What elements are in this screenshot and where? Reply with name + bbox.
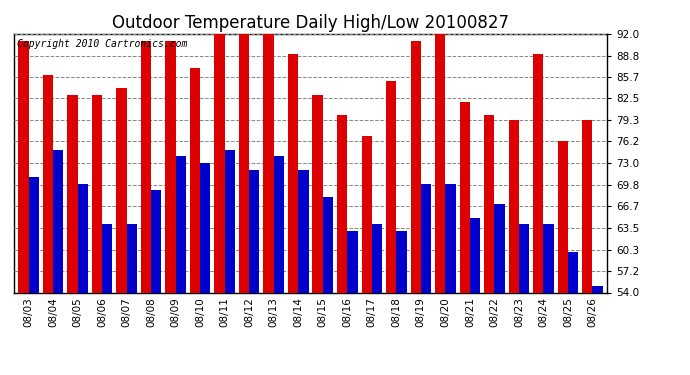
Bar (53, 150, 63, 292)
Bar (67, 95, 77, 292)
Bar (323, 197, 333, 292)
Bar (126, 224, 137, 292)
Bar (435, 27, 445, 292)
Bar (190, 68, 200, 292)
Bar (372, 224, 382, 292)
Bar (77, 183, 88, 292)
Bar (347, 231, 357, 292)
Bar (362, 136, 372, 292)
Text: Copyright 2010 Cartronics.com: Copyright 2010 Cartronics.com (17, 39, 187, 49)
Bar (386, 81, 396, 292)
Bar (176, 156, 186, 292)
Bar (117, 88, 126, 292)
Bar (18, 40, 28, 292)
Bar (519, 224, 529, 292)
Bar (102, 224, 112, 292)
Bar (533, 54, 544, 292)
Bar (484, 116, 495, 292)
Bar (92, 95, 102, 292)
Bar (544, 224, 554, 292)
Bar (141, 40, 151, 292)
Bar (421, 183, 431, 292)
Bar (313, 95, 323, 292)
Bar (460, 102, 470, 292)
Bar (495, 204, 504, 292)
Bar (225, 150, 235, 292)
Bar (558, 141, 568, 292)
Bar (582, 120, 593, 292)
Bar (43, 75, 53, 292)
Bar (337, 116, 347, 292)
Title: Outdoor Temperature Daily High/Low 20100827: Outdoor Temperature Daily High/Low 20100… (112, 14, 509, 32)
Bar (396, 231, 406, 292)
Bar (445, 183, 455, 292)
Bar (215, 34, 225, 292)
Bar (509, 120, 519, 292)
Bar (249, 170, 259, 292)
Bar (151, 190, 161, 292)
Bar (593, 286, 603, 292)
Bar (264, 27, 274, 292)
Bar (298, 170, 308, 292)
Bar (28, 177, 39, 292)
Bar (411, 40, 421, 292)
Bar (470, 217, 480, 292)
Bar (568, 252, 578, 292)
Bar (239, 34, 249, 292)
Bar (288, 54, 298, 292)
Bar (166, 40, 176, 292)
Bar (274, 156, 284, 292)
Bar (200, 163, 210, 292)
